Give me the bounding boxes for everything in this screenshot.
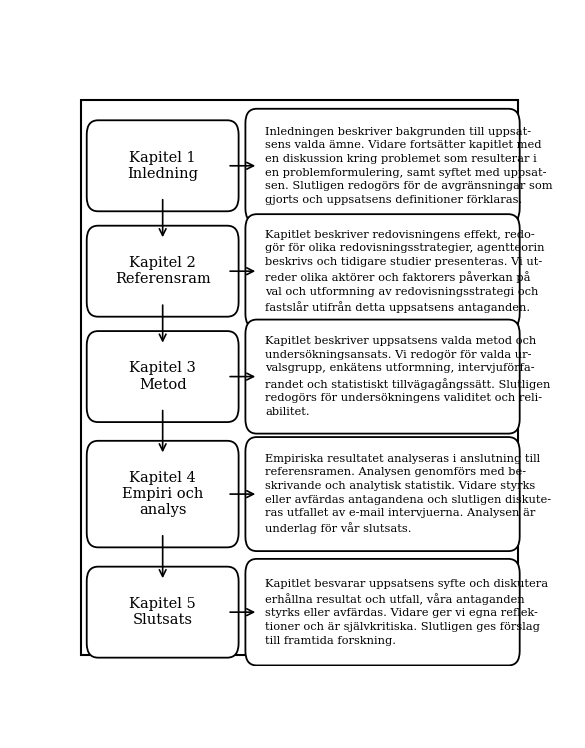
Text: Kapitlet beskriver redovisningens effekt, redo-
gör för olika redovisningsstrate: Kapitlet beskriver redovisningens effekt… — [265, 230, 545, 313]
FancyBboxPatch shape — [246, 319, 519, 434]
Text: Kapitel 5
Slutsats: Kapitel 5 Slutsats — [129, 597, 196, 628]
FancyBboxPatch shape — [246, 108, 519, 223]
Text: Empiriska resultatet analyseras i anslutning till
referensramen. Analysen genomf: Empiriska resultatet analyseras i anslut… — [265, 454, 551, 534]
Text: Kapitel 4
Empiri och
analys: Kapitel 4 Empiri och analys — [122, 471, 204, 518]
FancyBboxPatch shape — [246, 437, 519, 551]
Text: Kapitel 3
Metod: Kapitel 3 Metod — [129, 361, 196, 392]
FancyBboxPatch shape — [81, 100, 518, 655]
Text: Kapitel 2
Referensram: Kapitel 2 Referensram — [115, 256, 211, 286]
FancyBboxPatch shape — [87, 331, 239, 422]
Text: Kapitlet beskriver uppsatsens valda metod och
undersökningsansats. Vi redogör fö: Kapitlet beskriver uppsatsens valda meto… — [265, 337, 550, 417]
FancyBboxPatch shape — [87, 120, 239, 211]
FancyBboxPatch shape — [87, 226, 239, 316]
FancyBboxPatch shape — [87, 567, 239, 657]
Text: Kapitlet besvarar uppsatsens syfte och diskutera
erhållna resultat och utfall, v: Kapitlet besvarar uppsatsens syfte och d… — [265, 579, 548, 646]
FancyBboxPatch shape — [246, 214, 519, 328]
FancyBboxPatch shape — [87, 441, 239, 548]
Text: Inledningen beskriver bakgrunden till uppsat-
sens valda ämne. Vidare fortsätter: Inledningen beskriver bakgrunden till up… — [265, 127, 552, 205]
Text: Kapitel 1
Inledning: Kapitel 1 Inledning — [127, 150, 198, 181]
FancyBboxPatch shape — [246, 559, 519, 666]
